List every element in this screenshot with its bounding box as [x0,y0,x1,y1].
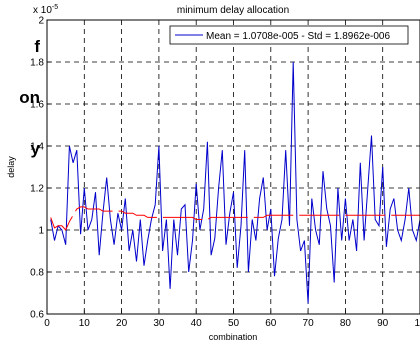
y-tick-label: 0.8 [30,268,44,279]
y-tick-label: 2 [38,16,44,27]
y-tick-label: 1 [38,226,44,237]
series-line-1 [50,61,420,304]
y-axis-label: delay [6,156,16,178]
series-layer [50,61,420,304]
y-multiplier: x 10-5 [33,4,58,16]
series-line-2 [50,206,420,231]
x-tick-label: 80 [340,318,352,329]
legend-box [169,25,409,45]
x-tick-label: 60 [265,318,277,329]
y-tick-label: 1.6 [30,100,44,111]
side-text-line-1: f [34,37,40,56]
plot-frame [46,19,420,315]
x-tick-label: 40 [191,318,203,329]
side-text-line-2: on [19,88,40,107]
y-tick-label: 1.4 [30,142,44,153]
axis-ticks: 0 10 20 30 40 50 60 70 80 90 10 0.6 0.8 1 1.2 1.4 1.6 1.8… [30,16,420,329]
y-tick-label: 1.8 [30,58,44,69]
y-multiplier-exponent: -5 [52,4,58,11]
y-tick-label: 1.2 [30,184,44,195]
x-tick-label: 20 [116,318,128,329]
x-tick-label: 30 [153,318,165,329]
side-text-line-3: y [30,139,40,158]
x-tick-label: 90 [377,318,389,329]
chart-title: minimum delay allocation [177,5,289,16]
x-tick-label: 10 [79,318,91,329]
side-text: f on y [0,4,40,174]
x-tick-label: 50 [228,318,240,329]
x-axis-label: combination [209,332,258,342]
legend-label: Mean = 1.0708e-005 - Std = 1.8962e-006 [206,31,390,42]
x-tick-label: 0 [44,318,50,329]
y-tick-label: 0.6 [30,310,44,321]
y-multiplier-base: x 10 [33,5,52,16]
legend: Mean = 1.0708e-005 - Std = 1.8962e-006 [169,25,409,45]
x-tick-label: 70 [303,318,315,329]
x-tick-label: 10 [414,318,420,329]
